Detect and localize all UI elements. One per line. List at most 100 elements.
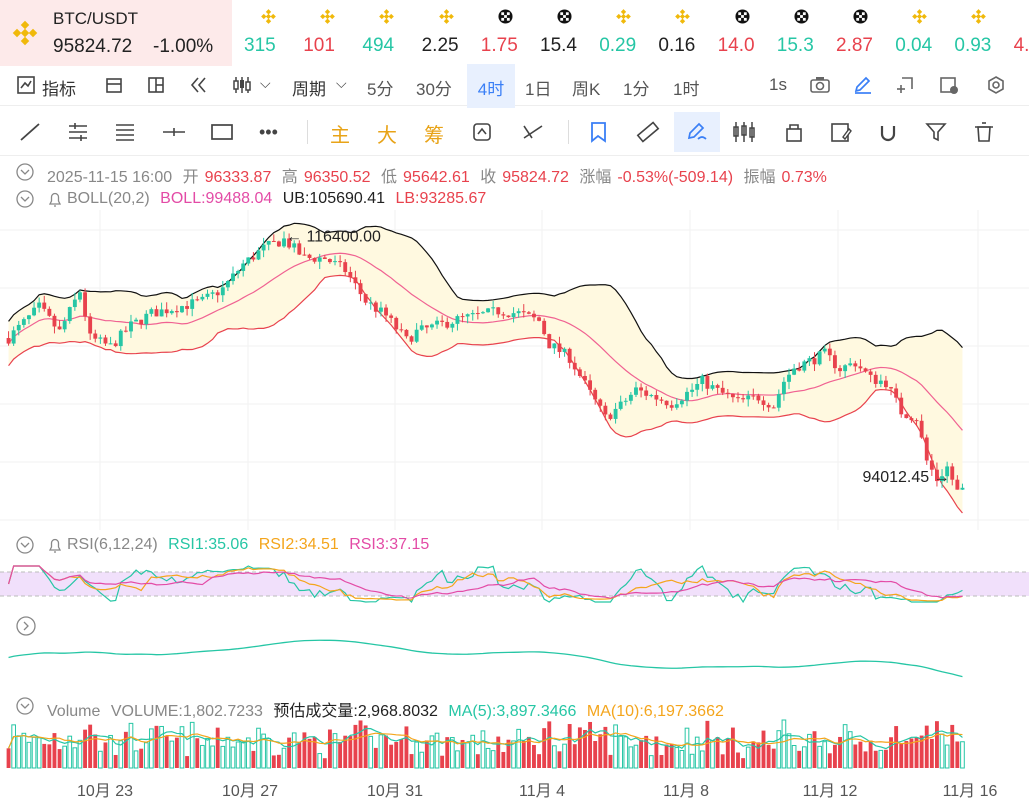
ticker-item[interactable]: 494 bbox=[362, 0, 420, 66]
volume-bar bbox=[745, 746, 751, 769]
interval-1h[interactable]: 1时 bbox=[673, 80, 700, 99]
interval-5m[interactable]: 5分 bbox=[367, 80, 394, 99]
ticker-item[interactable]: 14.0 bbox=[718, 0, 776, 66]
brush-icon[interactable] bbox=[684, 120, 710, 144]
ticker-item[interactable]: 4. bbox=[1014, 0, 1029, 66]
candle-body bbox=[766, 404, 771, 408]
candle-body bbox=[853, 363, 858, 367]
ticker-item[interactable]: 2.87 bbox=[836, 0, 894, 66]
ticker-item[interactable]: 101 bbox=[303, 0, 361, 66]
add-panel-icon[interactable] bbox=[894, 75, 916, 95]
bookmark-icon[interactable] bbox=[587, 120, 613, 144]
interval-30m[interactable]: 30分 bbox=[416, 80, 452, 99]
volume-bar bbox=[914, 737, 919, 768]
interval-1m[interactable]: 1分 bbox=[623, 80, 650, 99]
volume-bar bbox=[470, 734, 476, 769]
layout-icon[interactable] bbox=[146, 75, 166, 95]
volume-bar bbox=[174, 737, 179, 768]
filter-icon[interactable] bbox=[924, 120, 950, 144]
chevron-down-icon[interactable]: ⌵ bbox=[336, 75, 347, 91]
candle-type-icon[interactable] bbox=[231, 75, 253, 95]
ruler-icon[interactable] bbox=[635, 120, 661, 144]
interval-1d[interactable]: 1日 bbox=[525, 80, 552, 99]
price-chart[interactable]: ← 116400.00 94012.45 → bbox=[0, 210, 1029, 530]
volume-bar bbox=[317, 753, 323, 769]
candle-body bbox=[557, 343, 562, 353]
sync-icon[interactable] bbox=[470, 120, 496, 144]
main-chart-toggle[interactable]: 主 bbox=[330, 125, 350, 147]
chevron-down-icon[interactable]: ⌵ bbox=[260, 75, 271, 91]
candle-body bbox=[98, 337, 103, 339]
bars-icon[interactable] bbox=[731, 120, 759, 144]
volume-bar bbox=[496, 736, 501, 768]
volume-bar bbox=[133, 750, 139, 769]
bnb-icon bbox=[261, 9, 276, 24]
ticker-item[interactable]: 1.75 bbox=[481, 0, 539, 66]
ticker-item[interactable]: 0.04 bbox=[895, 0, 953, 66]
template-icon[interactable] bbox=[104, 75, 124, 95]
candle-body bbox=[817, 351, 822, 365]
volume-bar bbox=[827, 753, 832, 768]
ticker-item[interactable]: 0.16 bbox=[658, 0, 716, 66]
interval-week[interactable]: 周K bbox=[572, 80, 601, 99]
ticker-item[interactable]: 2.25 bbox=[422, 0, 480, 66]
rsi3-value: RSI3:37.15 bbox=[349, 536, 430, 553]
ticker-item[interactable]: 0.29 bbox=[599, 0, 657, 66]
brush-tool-active[interactable] bbox=[674, 112, 720, 152]
collapse-icon[interactable] bbox=[16, 190, 34, 213]
big-order-toggle[interactable]: 大 bbox=[377, 125, 397, 147]
collapse-icon[interactable] bbox=[16, 697, 34, 720]
selected-pair[interactable]: BTC/USDT 95824.72 -1.00% bbox=[0, 0, 232, 66]
volume-bar bbox=[761, 730, 766, 768]
disable-icon[interactable] bbox=[938, 75, 960, 95]
measure-icon[interactable] bbox=[520, 120, 546, 144]
refresh-rate[interactable]: 1s bbox=[769, 75, 787, 94]
rsi-chart[interactable] bbox=[0, 558, 1029, 608]
period-dropdown[interactable]: 周期 bbox=[292, 80, 326, 99]
indicators-button[interactable]: 指标 bbox=[42, 80, 76, 99]
interval-4h[interactable]: 4时 bbox=[467, 64, 515, 108]
lock-icon[interactable] bbox=[782, 120, 808, 144]
candle-body bbox=[164, 309, 169, 314]
horizontal-line-icon[interactable] bbox=[161, 120, 187, 144]
chips-toggle[interactable]: 筹 bbox=[424, 125, 444, 147]
volume-bar bbox=[679, 749, 685, 769]
indicator-line-chart[interactable] bbox=[0, 630, 1029, 690]
expand-icon[interactable] bbox=[16, 616, 36, 641]
ticker-item[interactable]: 0.93 bbox=[954, 0, 1012, 66]
candle-body bbox=[42, 302, 47, 309]
ticker-value: 315 bbox=[244, 35, 276, 56]
trend-line-icon[interactable] bbox=[18, 120, 42, 144]
candle-body bbox=[695, 384, 700, 390]
parallel-lines-icon[interactable] bbox=[66, 120, 90, 144]
volume-bar bbox=[179, 726, 185, 769]
trash-icon[interactable] bbox=[972, 120, 998, 144]
camera-icon[interactable] bbox=[809, 75, 831, 95]
volume-bar bbox=[16, 735, 22, 769]
pencil-icon[interactable] bbox=[852, 75, 874, 95]
collapse-icon[interactable] bbox=[16, 536, 34, 559]
volume-bar bbox=[654, 736, 659, 768]
volume-chart[interactable] bbox=[0, 718, 1029, 770]
more-icon[interactable]: ••• bbox=[259, 122, 278, 142]
ticker-item[interactable]: 15.3 bbox=[777, 0, 835, 66]
bell-icon[interactable] bbox=[46, 190, 64, 213]
collapse-icon[interactable] bbox=[16, 163, 34, 186]
ticker-item[interactable]: 15.4 bbox=[540, 0, 598, 66]
candle-body bbox=[547, 334, 552, 349]
okx-icon bbox=[498, 9, 513, 24]
magnet-icon[interactable] bbox=[876, 120, 902, 144]
rectangle-icon[interactable] bbox=[209, 120, 235, 144]
candle-body bbox=[118, 330, 123, 347]
settings-icon[interactable] bbox=[985, 75, 1007, 95]
indicator-icon[interactable] bbox=[16, 75, 36, 95]
volume-bar bbox=[36, 737, 42, 769]
volume-bar bbox=[960, 741, 965, 769]
ticker-item[interactable]: 315 bbox=[244, 0, 302, 66]
replay-icon[interactable] bbox=[188, 75, 210, 95]
bell-icon[interactable] bbox=[46, 536, 64, 559]
edit-note-icon[interactable] bbox=[829, 120, 855, 144]
volume-bar bbox=[955, 741, 960, 768]
fib-lines-icon[interactable] bbox=[113, 120, 137, 144]
